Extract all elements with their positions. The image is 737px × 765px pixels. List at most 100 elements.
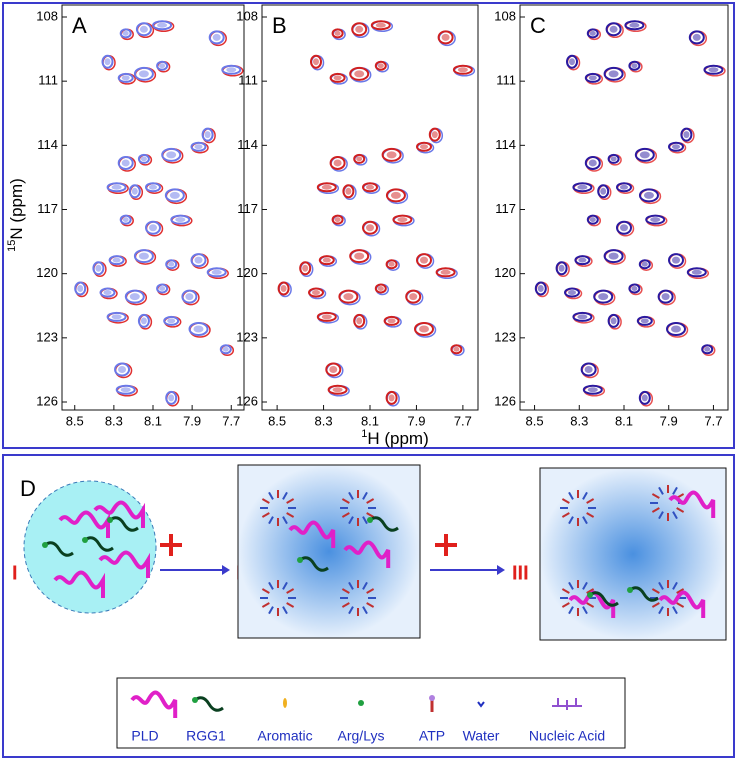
peak-contour	[603, 66, 624, 81]
peak-contour	[106, 311, 127, 322]
peak-core	[167, 318, 176, 324]
atp	[658, 511, 664, 520]
atp	[261, 498, 270, 504]
peak-contour	[634, 147, 655, 162]
pld	[130, 690, 178, 718]
x-tick-label: 7.9	[660, 413, 678, 428]
atp	[582, 606, 588, 615]
atp	[348, 516, 354, 525]
atp	[676, 507, 685, 513]
peak-core	[584, 366, 593, 373]
peak-core	[610, 156, 617, 162]
legend-label: Aromatic	[257, 728, 312, 744]
peak-contour	[137, 153, 150, 164]
peak-core	[103, 290, 112, 296]
peak-core	[441, 33, 450, 41]
peak-core	[704, 346, 711, 352]
y-tick-label: 117	[237, 201, 258, 216]
atp	[362, 581, 368, 590]
peak-contour	[555, 261, 568, 276]
peak-core	[537, 285, 544, 292]
atp-head	[429, 695, 435, 701]
peak-contour	[349, 66, 370, 81]
y-tick-label: 108	[236, 8, 258, 23]
peak-core	[185, 293, 194, 301]
peak-core	[356, 317, 363, 325]
peak-contour	[574, 255, 591, 266]
peak-core	[377, 63, 384, 69]
aromatic	[283, 698, 287, 708]
atp	[582, 491, 588, 500]
atp	[651, 602, 660, 608]
peak-contour	[181, 289, 198, 304]
peak-core	[387, 318, 396, 324]
peak-core	[457, 67, 468, 73]
peak-core	[312, 290, 320, 296]
peak-contour	[145, 182, 161, 193]
atp	[582, 516, 588, 525]
legend-label: Water	[463, 728, 500, 744]
nucleic-acid	[552, 698, 582, 710]
peak-contour	[603, 249, 624, 264]
peak-core	[409, 293, 418, 301]
peak-core	[157, 22, 168, 28]
peak-contour	[584, 155, 601, 170]
peak-contour	[152, 20, 173, 31]
y-tick-label: 117	[37, 201, 58, 216]
peak-core	[397, 217, 408, 223]
y-tick-label: 111	[496, 73, 516, 88]
peak-core	[131, 187, 138, 195]
atp	[561, 512, 570, 518]
y-tick-label: 114	[37, 137, 58, 152]
peak-core	[111, 314, 122, 320]
peak-core	[366, 224, 374, 232]
y-tick-label: 120	[36, 265, 58, 280]
peak-core	[333, 75, 342, 81]
panel-label: D	[20, 476, 36, 501]
y-tick-label: 114	[237, 137, 258, 152]
peak-contour	[156, 283, 169, 294]
peak-contour	[119, 214, 132, 225]
peak-contour	[351, 22, 368, 37]
x-tick-label: 7.7	[222, 413, 240, 428]
peak-core	[641, 261, 648, 267]
peak-contour	[165, 390, 178, 405]
peak-contour	[607, 153, 620, 164]
peak-core	[104, 58, 111, 66]
atp	[362, 491, 368, 500]
peak-contour	[668, 253, 684, 268]
spectrum-panel	[261, 4, 479, 411]
peak-contour	[405, 289, 422, 304]
peak-contour	[188, 322, 209, 336]
peak-contour	[686, 267, 707, 278]
peak-contour	[374, 283, 387, 294]
pld	[98, 550, 150, 578]
peak-contour	[331, 214, 344, 225]
atp	[568, 606, 574, 615]
x-tick-label: 8.5	[66, 413, 84, 428]
peak-core	[608, 70, 619, 78]
peak-core	[588, 159, 597, 167]
peak-contour	[593, 289, 614, 304]
peak-core	[211, 269, 222, 275]
peak-contour	[416, 253, 432, 268]
peak-core	[111, 184, 122, 190]
peak-contour	[165, 259, 178, 270]
peak-core	[431, 131, 438, 139]
atp	[261, 588, 270, 594]
peak-contour	[385, 188, 406, 203]
arg	[587, 592, 593, 598]
peak-contour	[114, 362, 131, 377]
sup: 1	[361, 428, 367, 440]
peak-core	[650, 217, 661, 223]
peak-contour	[566, 54, 578, 69]
x-tick-label: 8.1	[144, 413, 162, 428]
plus	[435, 534, 457, 556]
peak-contour	[329, 155, 346, 170]
x-tick-label: 7.7	[454, 413, 472, 428]
peak-core	[577, 184, 588, 190]
peak-contour	[572, 311, 593, 322]
peak-contour	[190, 253, 207, 268]
legend-label: RGG1	[186, 728, 226, 744]
x-tick-label: 8.3	[105, 413, 123, 428]
